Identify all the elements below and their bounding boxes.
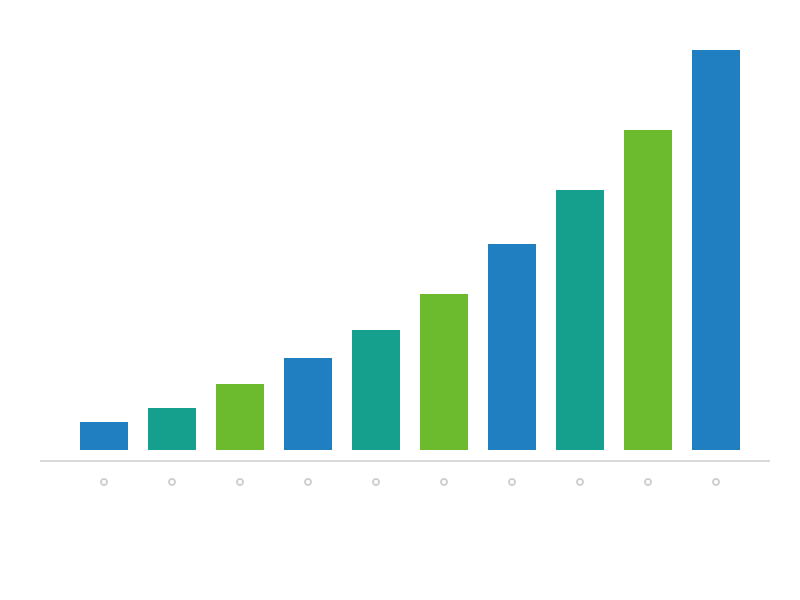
bar-2 — [148, 408, 196, 450]
bar-4 — [284, 358, 332, 450]
bar-1 — [80, 422, 128, 450]
x-axis-markers — [100, 478, 720, 486]
x-tick-marker — [440, 478, 448, 486]
bar-7 — [488, 244, 536, 450]
bar-8 — [556, 190, 604, 450]
bar-9 — [624, 130, 672, 450]
bar-chart — [0, 0, 800, 600]
x-tick-marker — [100, 478, 108, 486]
x-tick-marker — [576, 478, 584, 486]
x-axis-line — [40, 460, 770, 462]
x-tick-marker — [304, 478, 312, 486]
x-tick-marker — [644, 478, 652, 486]
bar-5 — [352, 330, 400, 450]
x-tick-marker — [508, 478, 516, 486]
x-tick-marker — [236, 478, 244, 486]
x-tick-marker — [168, 478, 176, 486]
bar-10 — [692, 50, 740, 450]
chart-plot-area — [80, 50, 740, 450]
bar-3 — [216, 384, 264, 450]
bar-6 — [420, 294, 468, 450]
x-tick-marker — [712, 478, 720, 486]
x-tick-marker — [372, 478, 380, 486]
